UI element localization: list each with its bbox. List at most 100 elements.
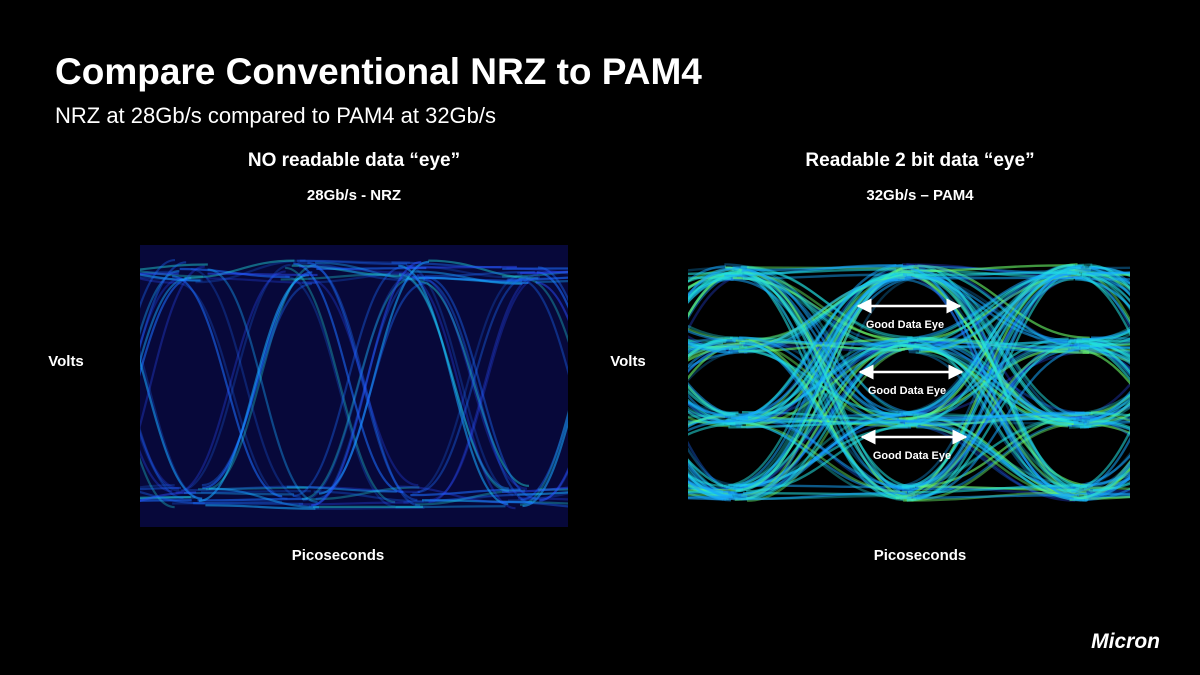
eye-trace	[1085, 272, 1130, 304]
eye-trace	[140, 349, 203, 500]
eye-trace	[743, 277, 916, 488]
eye-trace	[519, 410, 568, 506]
eye-trace	[537, 488, 568, 491]
eye-trace	[744, 269, 917, 350]
eye-trace	[520, 411, 568, 501]
eye-trace	[1089, 266, 1130, 270]
eye-trace	[688, 389, 736, 416]
eye-trace	[309, 486, 420, 501]
eye-trace	[1088, 480, 1130, 492]
eye-trace	[197, 497, 308, 502]
eye-trace	[518, 277, 568, 376]
eye-trace	[517, 497, 568, 501]
eye-trace	[429, 276, 541, 501]
eye-trace	[207, 272, 318, 277]
eye-trace	[292, 266, 403, 498]
eye-trace	[1081, 328, 1130, 341]
eye-trace	[742, 264, 915, 272]
eye-trace	[1088, 330, 1130, 341]
eye-trace	[405, 273, 516, 510]
x-axis-label: Picoseconds	[874, 547, 967, 564]
eye-trace	[197, 486, 308, 491]
eye-trace	[1068, 393, 1130, 416]
eye-trace	[190, 268, 301, 499]
eye-trace	[746, 423, 919, 493]
eye-trace	[902, 273, 1075, 342]
eye-trace	[307, 261, 418, 502]
eye-trace	[1076, 272, 1130, 303]
eye-trace	[907, 484, 1080, 494]
eye-trace	[907, 338, 1080, 420]
eye-trace	[193, 501, 304, 505]
eye-trace	[140, 483, 175, 489]
eye-trace	[733, 491, 906, 501]
eye-trace	[728, 347, 901, 416]
eye-trace	[416, 274, 528, 490]
eye-trace	[184, 259, 295, 280]
eye-trace	[907, 493, 1080, 499]
eye-trace	[918, 347, 1091, 415]
eye-trace	[422, 499, 533, 504]
eye-trace	[1081, 393, 1130, 419]
eye-trace	[179, 267, 290, 279]
logo: Micron	[1091, 630, 1160, 653]
eye-trace	[688, 479, 731, 502]
eye-trace	[1081, 272, 1130, 286]
eye-trace	[1067, 271, 1130, 336]
eye-trace	[1085, 487, 1130, 501]
eye-trace	[688, 349, 745, 382]
eye-trace	[302, 272, 413, 284]
eye-trace	[140, 486, 181, 491]
eye-trace	[915, 351, 1088, 488]
eye-trace	[177, 282, 288, 500]
eye-trace	[688, 345, 739, 349]
eye-trace	[688, 423, 736, 436]
eye-trace	[314, 506, 425, 510]
eye-trace	[1075, 277, 1130, 309]
eye-trace	[537, 266, 568, 302]
eye-trace	[688, 458, 744, 491]
panel-heading: Readable 2 bit data “eye”	[805, 150, 1034, 171]
eye-trace	[198, 274, 309, 503]
eye-trace	[688, 419, 748, 425]
eye-trace	[140, 270, 203, 278]
eye-trace	[688, 342, 741, 360]
eye-trace	[1086, 271, 1130, 275]
eye-trace	[506, 276, 568, 282]
eye-trace	[748, 276, 921, 415]
eye-trace	[396, 485, 507, 504]
eye-trace	[140, 269, 180, 336]
eye-trace	[914, 275, 1087, 488]
eye-trace	[899, 343, 1072, 427]
eye-trace	[1089, 412, 1130, 425]
panel-heading: NO readable data “eye”	[248, 150, 460, 171]
eye-trace	[724, 263, 897, 344]
eye-trace	[140, 273, 201, 282]
eye-trace	[904, 421, 1077, 497]
eye-trace	[140, 276, 203, 282]
eye-trace	[728, 421, 901, 429]
eye-trace	[398, 274, 509, 490]
eye-trace	[309, 486, 420, 494]
eye-trace	[140, 261, 187, 350]
eye-trace	[507, 492, 568, 502]
eye-trace	[688, 402, 730, 423]
eye-trace	[422, 278, 533, 505]
title: Compare Conventional NRZ to PAM4	[55, 51, 702, 92]
eye-trace	[688, 413, 736, 427]
eye-trace	[688, 483, 729, 495]
eye-trace	[1076, 340, 1130, 374]
eye-trace	[140, 276, 192, 377]
eye-trace	[726, 415, 899, 425]
eye-trace	[140, 277, 183, 349]
y-axis-label: Volts	[48, 353, 84, 370]
eye-trace	[1071, 382, 1130, 418]
eye-trace	[688, 344, 748, 349]
eye-trace	[285, 275, 396, 508]
eye-trace	[915, 264, 1088, 348]
eye-trace	[1081, 274, 1130, 312]
eye-trace	[688, 495, 748, 499]
eye-trace	[140, 426, 184, 500]
eye-trace	[284, 266, 396, 504]
